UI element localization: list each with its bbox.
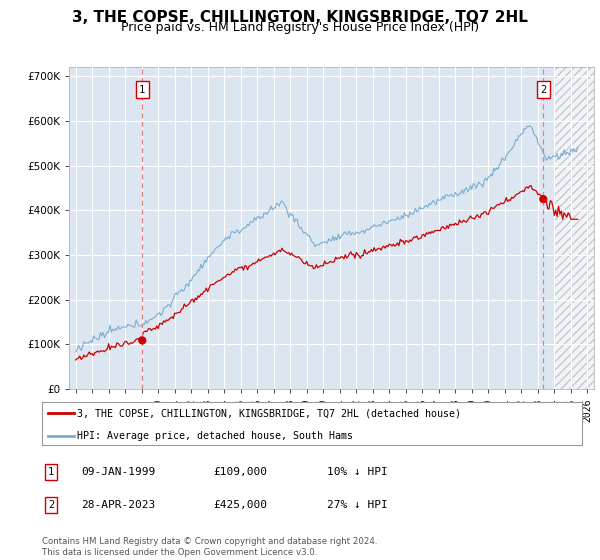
Text: 09-JAN-1999: 09-JAN-1999	[81, 467, 155, 477]
Text: 2: 2	[48, 500, 54, 510]
Bar	[554, 67, 594, 389]
Text: 3, THE COPSE, CHILLINGTON, KINGSBRIDGE, TQ7 2HL: 3, THE COPSE, CHILLINGTON, KINGSBRIDGE, …	[72, 10, 528, 25]
Text: 1: 1	[48, 467, 54, 477]
Text: Price paid vs. HM Land Registry's House Price Index (HPI): Price paid vs. HM Land Registry's House …	[121, 21, 479, 34]
Text: £425,000: £425,000	[213, 500, 267, 510]
Point	[137, 336, 147, 345]
Text: 27% ↓ HPI: 27% ↓ HPI	[327, 500, 388, 510]
Bar	[554, 67, 594, 389]
Text: 10% ↓ HPI: 10% ↓ HPI	[327, 467, 388, 477]
Text: 2: 2	[540, 85, 547, 95]
Text: 3, THE COPSE, CHILLINGTON, KINGSBRIDGE, TQ7 2HL (detached house): 3, THE COPSE, CHILLINGTON, KINGSBRIDGE, …	[77, 408, 461, 418]
Text: Contains HM Land Registry data © Crown copyright and database right 2024.
This d: Contains HM Land Registry data © Crown c…	[42, 537, 377, 557]
Text: 1: 1	[139, 85, 145, 95]
Text: £109,000: £109,000	[213, 467, 267, 477]
Text: 28-APR-2023: 28-APR-2023	[81, 500, 155, 510]
Point	[539, 195, 548, 204]
Text: HPI: Average price, detached house, South Hams: HPI: Average price, detached house, Sout…	[77, 431, 353, 441]
